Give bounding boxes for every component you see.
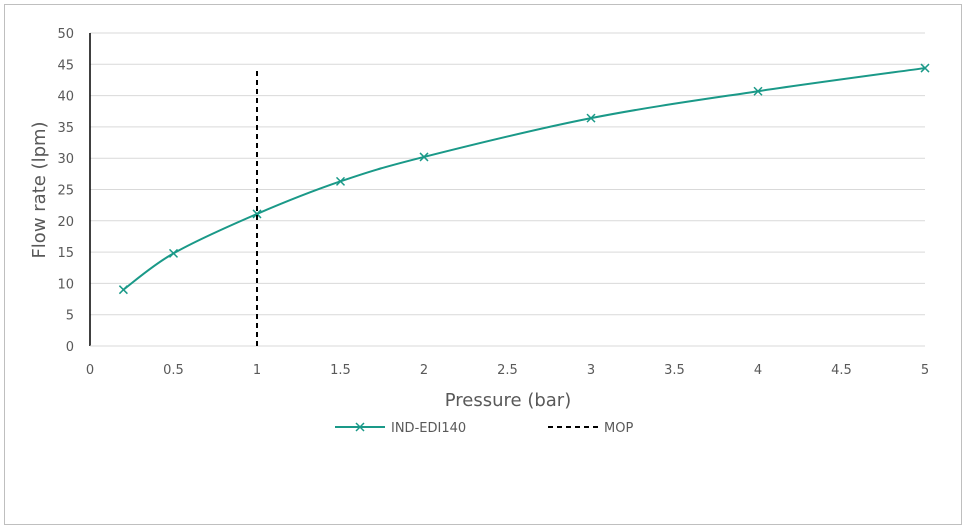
y-tick-label: 40 <box>57 90 74 105</box>
y-tick-label: 50 <box>57 27 74 42</box>
x-tick-label: 1 <box>253 363 261 378</box>
x-tick-label: 3.5 <box>664 363 685 378</box>
y-tick-label: 5 <box>66 309 74 324</box>
y-tick-label: 25 <box>57 184 74 199</box>
x-tick-label: 2 <box>420 363 428 378</box>
x-axis-title: Pressure (bar) <box>445 390 571 411</box>
gridlines <box>90 32 925 316</box>
data-point-marker <box>753 86 763 96</box>
x-tick-label: 2.5 <box>497 363 518 378</box>
legend-marker <box>355 422 365 432</box>
data-point-marker <box>920 63 930 73</box>
chart-frame <box>4 4 962 525</box>
x-tick-label: 3 <box>587 363 595 378</box>
y-tick-label: 15 <box>57 246 74 261</box>
y-tick-label: 0 <box>66 340 74 355</box>
data-point-marker <box>335 176 346 186</box>
x-tick-label: 1.5 <box>330 363 351 378</box>
legend: IND-EDI140 MOP <box>335 421 633 436</box>
legend-label: IND-EDI140 <box>391 421 466 436</box>
series-layer <box>118 63 930 346</box>
legend-item: IND-EDI140 <box>335 421 466 436</box>
data-point-marker <box>118 285 128 295</box>
y-tick-label: 35 <box>57 121 74 136</box>
x-tick-label: 0.5 <box>163 363 184 378</box>
y-axis-title: Flow rate (lpm) <box>29 121 50 258</box>
legend-item: MOP <box>548 421 633 436</box>
data-point-marker <box>252 209 262 219</box>
y-tick-label: 20 <box>57 215 74 230</box>
x-tick-label: 4 <box>754 363 762 378</box>
y-axis: 0 5 10 15 20 25 30 35 40 45 50 <box>57 27 91 355</box>
series-line-ind-edi140 <box>122 67 926 291</box>
data-point-marker <box>168 248 179 258</box>
data-point-marker <box>586 113 596 123</box>
legend-label: MOP <box>604 421 633 436</box>
data-point-marker <box>419 152 429 162</box>
y-tick-label: 30 <box>57 152 74 167</box>
x-tick-label: 4.5 <box>831 363 852 378</box>
x-tick-label: 5 <box>921 363 929 378</box>
x-tick-label: 0 <box>86 363 94 378</box>
y-tick-label: 10 <box>57 277 74 292</box>
y-tick-label: 45 <box>57 58 74 73</box>
x-axis: 0 0.5 1 1.5 2 2.5 3 3.5 4 4.5 5 <box>86 345 929 378</box>
